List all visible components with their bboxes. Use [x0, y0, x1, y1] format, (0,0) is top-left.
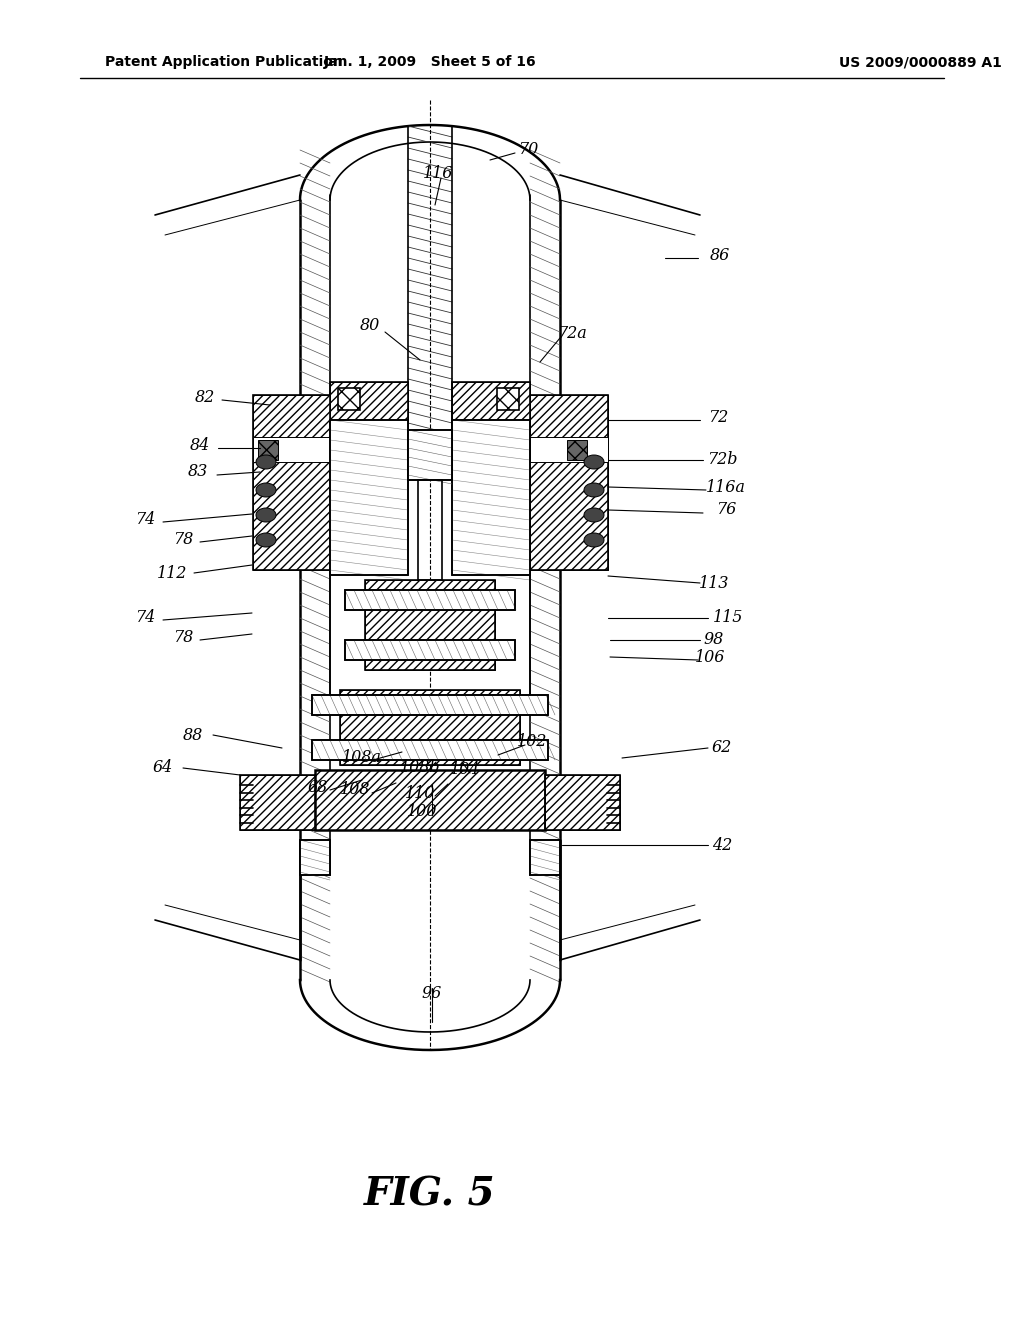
Ellipse shape — [256, 483, 276, 498]
Text: 108a: 108a — [342, 748, 382, 766]
Text: 83: 83 — [187, 463, 208, 480]
Bar — [253, 395, 331, 570]
Text: 110: 110 — [404, 784, 435, 801]
Ellipse shape — [584, 483, 604, 498]
Bar — [340, 690, 520, 766]
Bar — [345, 640, 515, 660]
Text: 108: 108 — [340, 781, 371, 799]
Text: 115: 115 — [713, 610, 743, 627]
Bar — [408, 430, 452, 480]
Text: Jan. 1, 2009   Sheet 5 of 16: Jan. 1, 2009 Sheet 5 of 16 — [324, 55, 537, 69]
Text: 100: 100 — [407, 804, 437, 821]
Bar — [452, 420, 530, 576]
Text: 82: 82 — [195, 388, 215, 405]
Text: 78: 78 — [173, 630, 194, 647]
Bar — [330, 381, 408, 424]
Text: 106: 106 — [695, 649, 725, 667]
Bar — [530, 437, 608, 462]
Bar — [530, 840, 560, 875]
Bar — [338, 388, 360, 411]
Bar — [253, 437, 331, 462]
Bar — [408, 430, 452, 480]
Bar — [312, 696, 548, 715]
Text: 72b: 72b — [707, 451, 737, 469]
Bar — [330, 420, 408, 576]
Bar — [345, 640, 515, 660]
Ellipse shape — [584, 533, 604, 546]
Text: 108b: 108b — [399, 759, 440, 776]
Bar — [312, 696, 548, 715]
Text: 72: 72 — [708, 409, 728, 426]
Text: 112: 112 — [157, 565, 187, 582]
Bar — [253, 395, 331, 570]
Text: 80: 80 — [359, 317, 380, 334]
Text: 42: 42 — [712, 837, 732, 854]
Text: 64: 64 — [153, 759, 173, 776]
Text: 104: 104 — [450, 762, 480, 779]
Bar — [312, 741, 548, 760]
Bar — [315, 770, 545, 830]
Text: 116a: 116a — [707, 479, 745, 495]
Text: 76: 76 — [716, 502, 736, 519]
Text: 86: 86 — [710, 247, 730, 264]
Text: 84: 84 — [189, 437, 210, 454]
Bar — [315, 770, 545, 830]
Bar — [530, 395, 608, 570]
Text: 96: 96 — [422, 985, 442, 1002]
Text: 62: 62 — [712, 739, 732, 756]
Text: 78: 78 — [173, 532, 194, 549]
Bar — [530, 395, 608, 570]
Bar — [340, 690, 520, 766]
Text: 98: 98 — [703, 631, 724, 648]
Bar — [452, 420, 530, 576]
Text: 74: 74 — [135, 610, 155, 627]
Text: US 2009/0000889 A1: US 2009/0000889 A1 — [839, 55, 1001, 69]
Ellipse shape — [584, 508, 604, 521]
Text: 116: 116 — [423, 165, 454, 181]
Text: 68: 68 — [308, 779, 328, 796]
Bar — [330, 381, 408, 424]
Bar — [345, 590, 515, 610]
Bar — [300, 840, 330, 875]
Text: 70: 70 — [518, 140, 539, 157]
Ellipse shape — [584, 455, 604, 469]
Ellipse shape — [256, 455, 276, 469]
Bar — [365, 579, 495, 671]
Bar — [418, 480, 442, 579]
Text: 88: 88 — [183, 726, 203, 743]
Text: 72a: 72a — [557, 326, 587, 342]
Text: 74: 74 — [135, 511, 155, 528]
Bar — [567, 440, 587, 459]
Ellipse shape — [256, 533, 276, 546]
Bar — [300, 840, 330, 875]
Bar — [240, 775, 315, 830]
Bar — [545, 775, 620, 830]
Bar — [312, 741, 548, 760]
Bar — [330, 420, 408, 576]
Bar — [452, 381, 530, 424]
Bar — [345, 590, 515, 610]
Bar — [365, 579, 495, 671]
Bar — [545, 775, 620, 830]
Text: 102: 102 — [517, 734, 547, 751]
Bar — [240, 775, 315, 830]
Ellipse shape — [256, 508, 276, 521]
Bar — [530, 840, 560, 875]
Text: 113: 113 — [698, 574, 729, 591]
Bar — [258, 440, 278, 459]
Text: Patent Application Publication: Patent Application Publication — [105, 55, 343, 69]
Bar — [497, 388, 519, 411]
Bar — [452, 381, 530, 424]
Text: FIG. 5: FIG. 5 — [365, 1176, 496, 1214]
